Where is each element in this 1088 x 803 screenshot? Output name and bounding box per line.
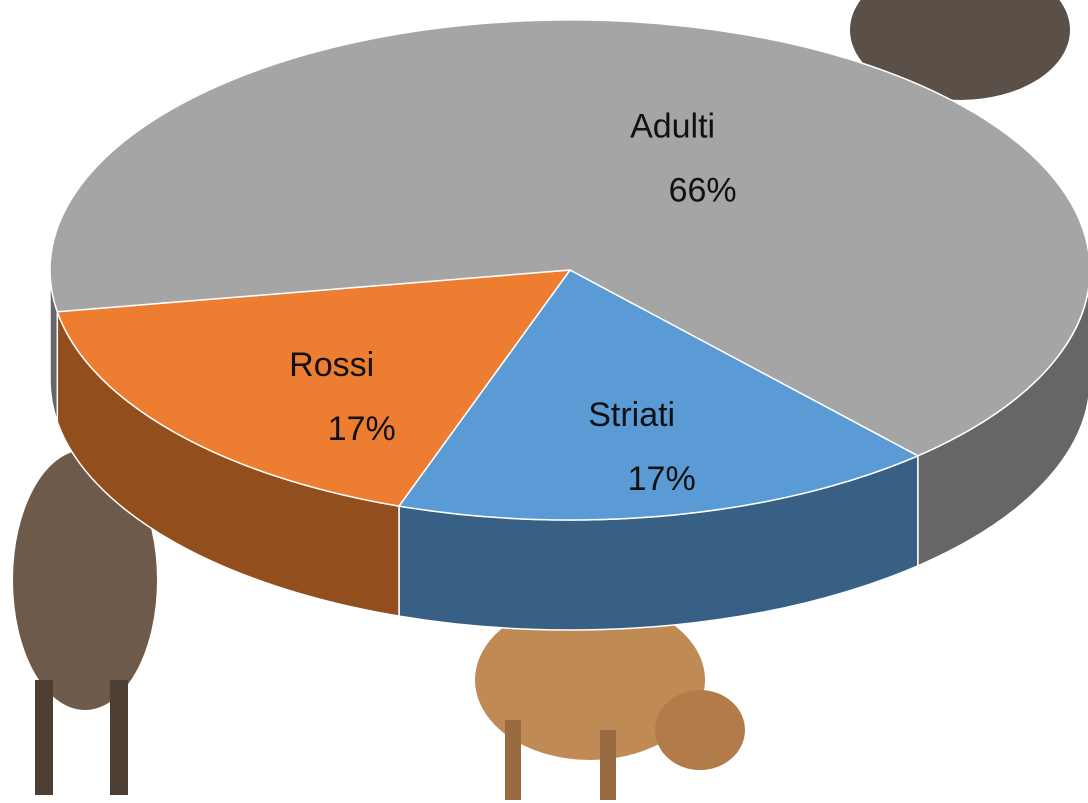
category-label: Rossi [289, 346, 374, 384]
category-label: Striati [588, 396, 675, 434]
value-label: 17% [628, 460, 696, 498]
slice [397, 269, 920, 521]
value-label: 66% [669, 171, 737, 209]
boar-photo [850, 0, 1070, 100]
boar-photo [475, 600, 745, 800]
pie: Striati 17% Rossi 17% Adulti 66% [49, 19, 1088, 631]
value-label: 17% [328, 410, 396, 448]
boar-photo [13, 450, 157, 795]
category-label: Adulti [630, 107, 715, 145]
slice [49, 19, 1088, 457]
decoration [13, 0, 1070, 800]
slice [56, 269, 572, 507]
